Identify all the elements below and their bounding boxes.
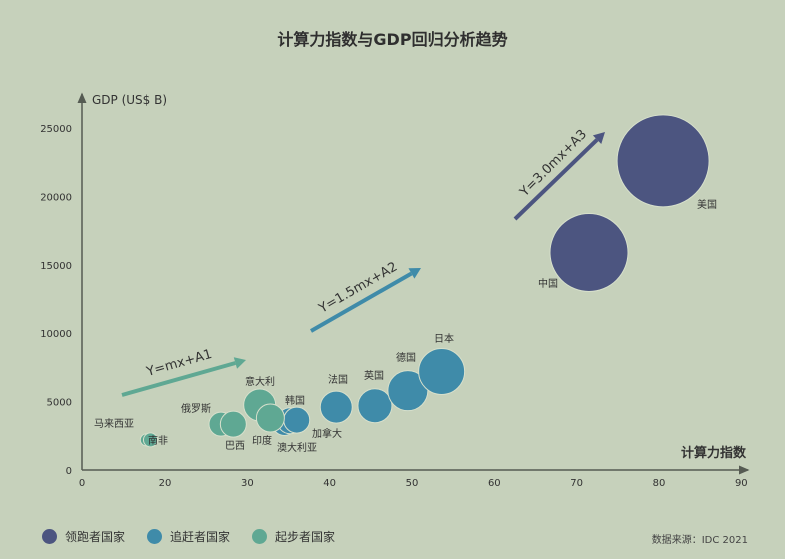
bubble (319, 390, 353, 424)
bubble (549, 212, 629, 292)
bubble (387, 370, 429, 412)
bubble (255, 403, 285, 433)
svg-text:德国: 德国 (396, 351, 416, 364)
legend-item-starter: 起步者国家 (252, 528, 335, 545)
svg-text:Y=mx+A1: Y=mx+A1 (144, 347, 214, 380)
svg-text:20000: 20000 (40, 192, 72, 203)
svg-text:0: 0 (66, 466, 72, 477)
svg-text:法国: 法国 (328, 373, 348, 386)
y-axis-label: GDP (US$ B) (92, 93, 167, 107)
svg-text:美国: 美国 (697, 198, 717, 211)
svg-text:70: 70 (570, 478, 583, 489)
svg-text:80: 80 (653, 478, 666, 489)
legend-dot-icon (147, 529, 163, 544)
bubbles (139, 114, 710, 448)
svg-text:20: 20 (159, 478, 172, 489)
legend-item-leader: 领跑者国家 (42, 528, 125, 545)
chart-title: 计算力指数与GDP回归分析趋势 (277, 30, 508, 49)
svg-text:澳大利亚: 澳大利亚 (277, 441, 317, 454)
svg-text:30: 30 (241, 478, 254, 489)
y-axis-ticks: 0 5000 10000 15000 20000 25000 (40, 124, 72, 477)
bubble (283, 406, 311, 434)
svg-text:40: 40 (323, 478, 336, 489)
bubble (616, 114, 710, 208)
svg-text:0: 0 (79, 478, 85, 489)
svg-text:英国: 英国 (364, 369, 384, 382)
bubble (418, 348, 466, 396)
svg-text:10000: 10000 (40, 329, 72, 340)
svg-text:南非: 南非 (148, 434, 168, 447)
legend-label: 起步者国家 (275, 530, 336, 544)
trend-arrows: Y=mx+A1Y=1.5mx+A2Y=3.0mx+A3 (121, 127, 605, 397)
svg-text:中国: 中国 (538, 277, 558, 290)
svg-text:5000: 5000 (47, 398, 72, 409)
legend: 领跑者国家 追赶者国家 起步者国家 (42, 528, 335, 545)
svg-text:25000: 25000 (40, 124, 72, 135)
x-axis-ticks: 0 20 30 40 50 60 70 80 90 (79, 478, 748, 489)
svg-text:俄罗斯: 俄罗斯 (181, 402, 211, 415)
svg-text:马来西亚: 马来西亚 (94, 418, 134, 430)
legend-dot-icon (42, 529, 57, 544)
svg-text:Y=3.0mx+A3: Y=3.0mx+A3 (517, 127, 590, 200)
svg-text:15000: 15000 (40, 261, 72, 272)
svg-text:50: 50 (406, 478, 419, 489)
legend-label: 领跑者国家 (65, 530, 126, 544)
svg-text:意大利: 意大利 (245, 375, 275, 388)
svg-text:韩国: 韩国 (285, 394, 305, 407)
bubble (219, 410, 247, 438)
svg-text:90: 90 (735, 478, 748, 489)
legend-item-chaser: 追赶者国家 (147, 528, 230, 545)
svg-text:印度: 印度 (252, 434, 272, 447)
svg-text:60: 60 (488, 478, 501, 489)
bubble (142, 432, 158, 448)
legend-dot-icon (252, 529, 268, 544)
bubble (357, 388, 393, 424)
legend-label: 追赶者国家 (170, 530, 231, 544)
x-axis-label: 计算力指数 (681, 445, 747, 461)
svg-text:加拿大: 加拿大 (312, 427, 342, 440)
data-source: 数据来源：IDC 2021 (651, 535, 748, 546)
svg-text:日本: 日本 (434, 332, 454, 345)
svg-text:巴西: 巴西 (225, 440, 245, 452)
